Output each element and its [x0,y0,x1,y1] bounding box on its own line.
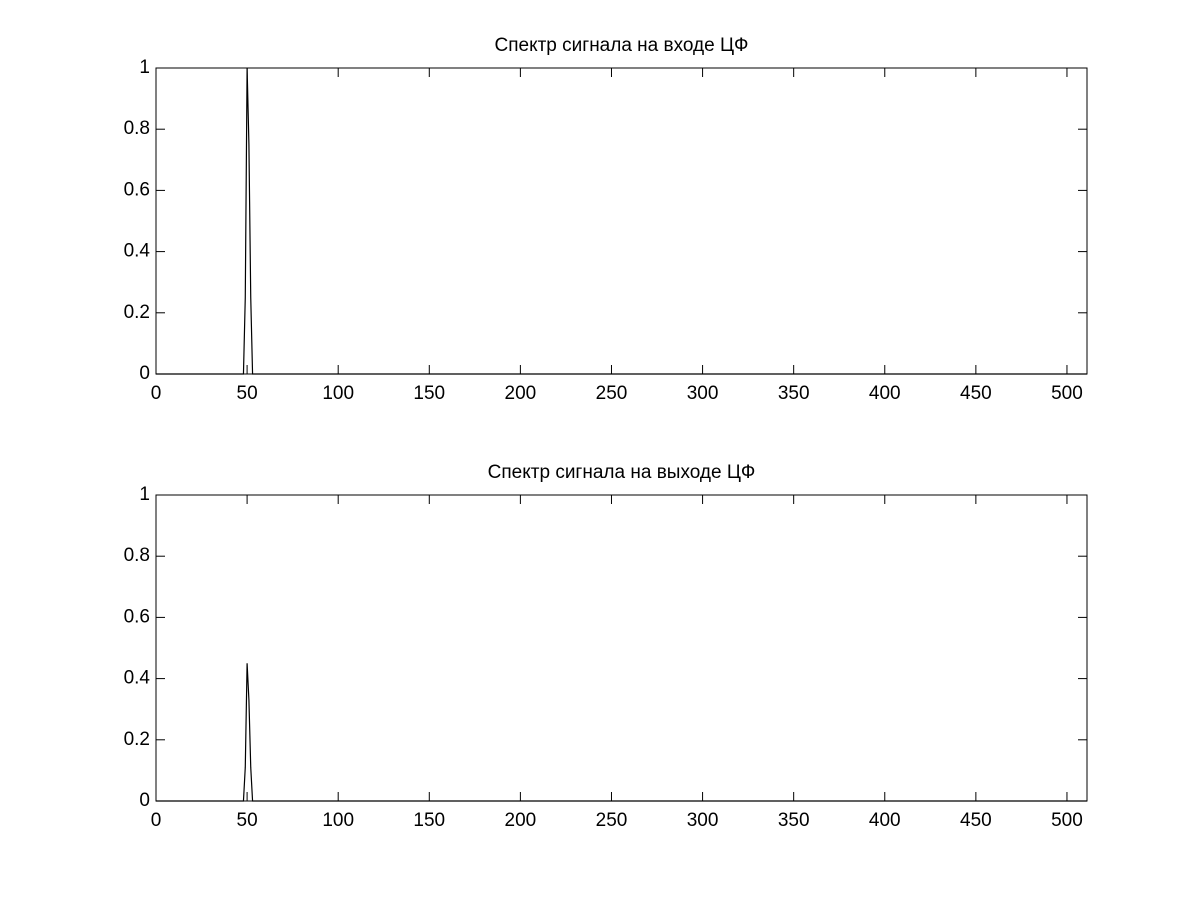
y-tick-label: 0.2 [124,302,150,323]
x-tick-label: 450 [960,810,992,831]
x-tick-label: 100 [322,383,354,404]
x-tick-label: 400 [869,810,901,831]
x-tick-label: 150 [413,383,445,404]
x-tick-label: 400 [869,383,901,404]
x-tick-label: 0 [151,810,162,831]
y-tick-label: 0.6 [124,606,150,627]
chart-title: Спектр сигнала на выходе ЦФ [488,462,756,483]
y-tick-label: 0.6 [124,179,150,200]
y-tick-label: 0 [139,363,150,384]
y-tick-label: 1 [139,484,150,505]
y-tick-label: 0.4 [124,668,151,689]
x-tick-label: 150 [413,810,445,831]
x-tick-label: 500 [1051,383,1083,404]
x-tick-label: 350 [778,810,810,831]
x-tick-label: 50 [237,810,258,831]
x-tick-label: 500 [1051,810,1083,831]
x-tick-label: 350 [778,383,810,404]
x-tick-label: 200 [505,383,537,404]
x-tick-label: 50 [237,383,258,404]
y-tick-label: 0.4 [124,241,151,262]
x-tick-label: 300 [687,383,719,404]
axes-box [155,67,1088,375]
chart-title: Спектр сигнала на входе ЦФ [495,35,749,56]
x-tick-label: 450 [960,383,992,404]
y-tick-label: 0.8 [124,118,150,139]
axes-box [155,494,1088,802]
x-tick-label: 100 [322,810,354,831]
y-tick-label: 0 [139,790,150,811]
x-tick-label: 0 [151,383,162,404]
x-tick-label: 250 [596,810,628,831]
y-tick-label: 0.8 [124,545,150,566]
x-tick-label: 300 [687,810,719,831]
spectrum-line [156,663,1087,802]
spectrum-line [156,67,1087,375]
x-tick-label: 200 [505,810,537,831]
y-tick-label: 1 [139,57,150,78]
x-tick-label: 250 [596,383,628,404]
y-tick-label: 0.2 [124,729,150,750]
